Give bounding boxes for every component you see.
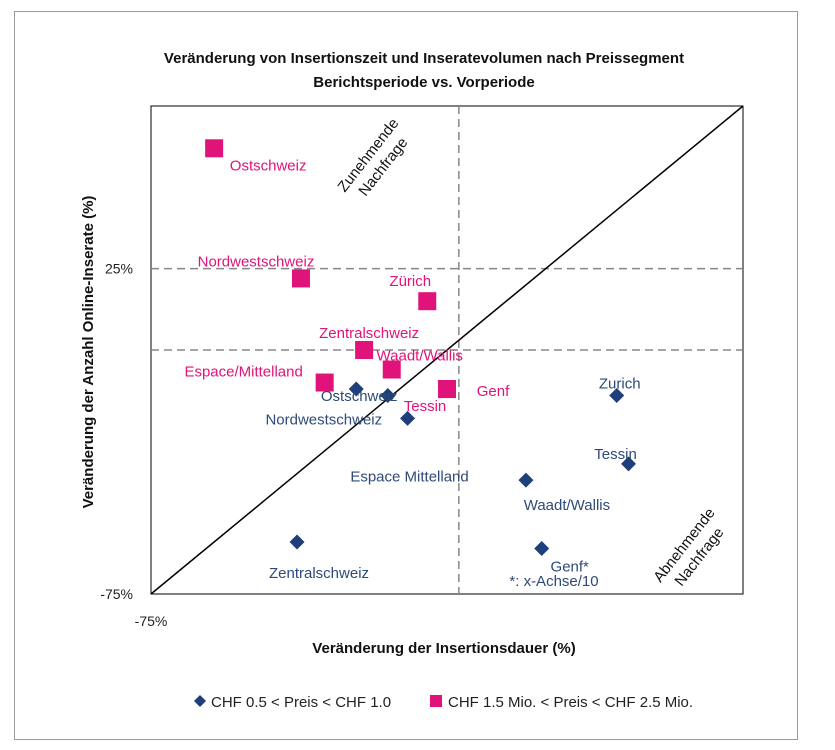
data-label-1-6: Tessin (404, 398, 447, 415)
point-0-3 (289, 534, 305, 550)
point-0-4 (609, 388, 625, 404)
point-1-1 (291, 269, 310, 288)
data-label-0-0: Ostschweiz (321, 388, 398, 405)
data-label-0-6: Waadt/Wallis (524, 497, 610, 514)
data-label-1-3: Zentralschweiz (319, 325, 419, 342)
reference-lines (150, 105, 744, 595)
data-label-1-5: Espace/Mittelland (184, 364, 302, 381)
data-label-1-7: Genf (477, 383, 510, 400)
point-0-2 (400, 410, 416, 426)
zone-label-increasing-demand: ZunehmendeNachfrage (335, 115, 418, 207)
data-label-0-7: Genf* (551, 558, 590, 575)
y-axis-title: Veränderung der Anzahl Online-Inserate (… (80, 196, 97, 509)
point-1-7 (438, 380, 456, 399)
data-label-1-2: Zürich (389, 273, 431, 290)
point-1-4 (382, 360, 401, 379)
legend-label-1: CHF 1.5 Mio. < Preis < CHF 2.5 Mio. (448, 694, 693, 711)
legend-marker-square (430, 695, 442, 707)
data-label-1-0: Ostschweiz (230, 157, 307, 174)
data-label-0-3: Zentralschweiz (269, 565, 369, 582)
data-label-1-4: Waadt/Wallis (377, 348, 463, 365)
point-1-2 (418, 292, 437, 311)
legend-marker-diamond (194, 695, 206, 707)
data-labels: Ostschweiz Nordwestschweiz Espace Mittella… (184, 157, 640, 582)
point-1-0 (205, 139, 224, 158)
data-points (205, 139, 637, 556)
point-1-5 (315, 373, 334, 392)
y-tick-label-1: -75% (100, 586, 133, 602)
point-1-3 (355, 341, 374, 359)
x-axis-title: Veränderung der Insertionsdauer (%) (312, 640, 575, 657)
tick-labels: 25% -75%-75% (100, 261, 167, 629)
data-label-0-2: Espace Mittelland (350, 468, 468, 485)
point-0-7 (534, 540, 550, 556)
point-0-1 (380, 388, 396, 404)
zone-label-decreasing-demand: AbnehmendeNachfrage (650, 505, 733, 597)
point-0-5 (621, 456, 637, 472)
data-label-0-4: Zurich (599, 376, 641, 393)
y-tick-label-0: 25% (105, 261, 133, 277)
legend-label-0: CHF 0.5 < Preis < CHF 1.0 (211, 694, 391, 711)
point-0-0 (348, 381, 364, 397)
footnote: *: x-Achse/10 (509, 573, 598, 590)
data-label-0-1: Nordwestschweiz (265, 412, 382, 429)
chart-title-line-2: Berichtsperiode vs. Vorperiode (313, 74, 534, 91)
legend: CHF 0.5 < Preis < CHF 1.0 CHF 1.5 Mio. < … (194, 694, 693, 711)
diagonal-line (150, 105, 744, 595)
chart-frame (14, 11, 798, 740)
data-label-0-5: Tessin (594, 446, 637, 463)
x-tick-label-0: -75% (135, 613, 168, 629)
data-label-1-1: Nordwestschweiz (198, 253, 315, 270)
point-0-6 (518, 472, 534, 488)
chart-title-line-1: Veränderung von Insertionszeit und Inser… (164, 50, 684, 67)
